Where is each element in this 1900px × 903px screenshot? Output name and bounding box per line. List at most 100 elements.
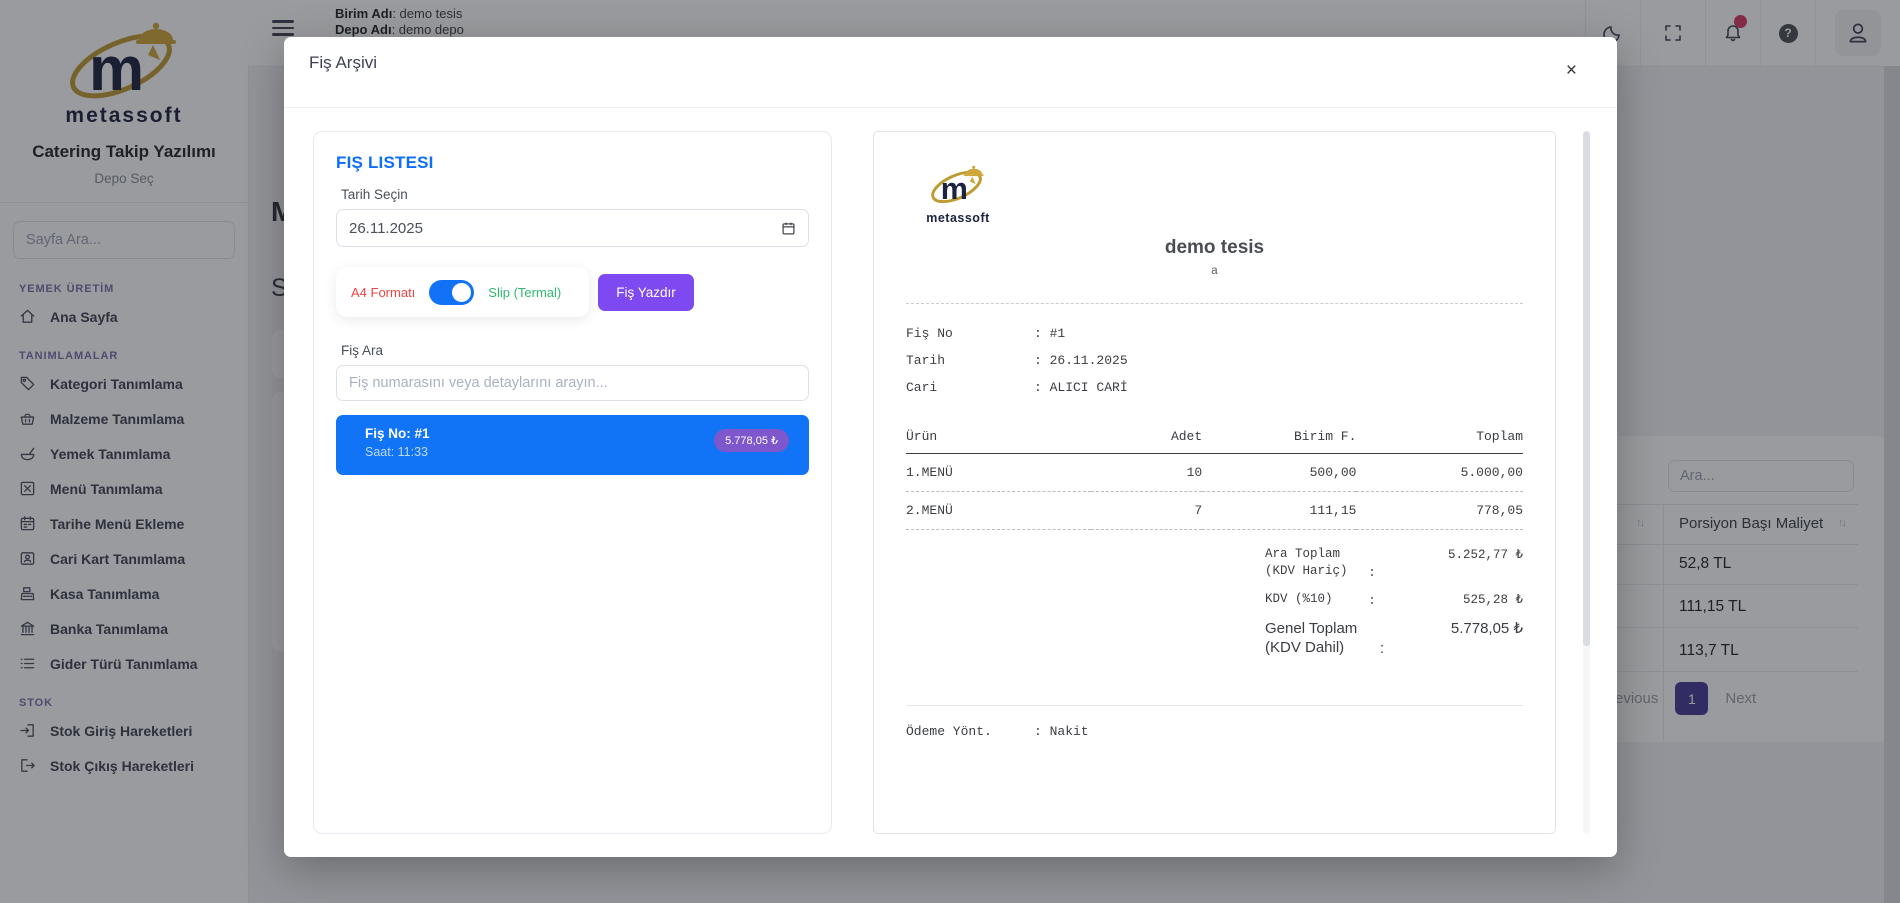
receipt-tarih-label: Tarih [906, 353, 946, 368]
page-subheading-partial: S [271, 274, 288, 302]
subtotal-row: Ara Toplam (KDV Hariç) : 5.252,77 ₺ [1265, 547, 1523, 580]
sort-icon[interactable]: ↑↓ [1636, 517, 1645, 529]
table-row: 113,7 TL [1679, 642, 1739, 659]
cash-register-icon [20, 587, 35, 601]
receipt-company: demo tesis [1164, 237, 1265, 258]
col-toplam: Toplam [1356, 423, 1523, 454]
sidebar-item-stok-cikis-hareketleri[interactable]: Stok Çıkış Hareketleri [0, 748, 248, 783]
depot-label: Depo Adı [335, 22, 392, 37]
profile-button[interactable] [1815, 0, 1900, 66]
depot-value: : demo depo [391, 22, 464, 37]
sidebar-item-menu-tanimlama[interactable]: Menü Tanımlama [0, 471, 248, 506]
fullscreen-icon [1665, 25, 1681, 41]
pagination-next[interactable]: Next [1725, 690, 1757, 707]
list-icon [20, 658, 35, 669]
fis-arsivi-modal: Fiş Arşivi × FIŞ LISTESI Tarih Seçin 26.… [284, 37, 1617, 857]
receipt-cari-value: : ALICI CARİ [1034, 380, 1128, 395]
close-icon[interactable]: × [1565, 60, 1577, 81]
app-title: Catering Takip Yazılımı [32, 142, 216, 161]
sidebar-item-kategori-tanimlama[interactable]: Kategori Tanımlama [0, 366, 248, 401]
section-yemek-uretim: YEMEK ÜRETİM [19, 283, 115, 295]
sidebar-item-cari-kart-tanimlama[interactable]: Cari Kart Tanımlama [0, 541, 248, 576]
modal-scrollbar[interactable] [1583, 131, 1590, 834]
table-row: 111,15 TL [1679, 598, 1747, 615]
sidebar-item-gider-turu-tanimlama[interactable]: Gider Türü Tanımlama [0, 646, 248, 681]
notification-badge [1734, 15, 1747, 28]
notifications-button[interactable] [1705, 0, 1760, 66]
fis-list-title: FIŞ LISTESI [336, 153, 434, 172]
unit-label: Birim Adı [335, 6, 393, 21]
fis-search-input[interactable] [336, 365, 809, 401]
receipt-row: 1.MENÜ 10 500,00 5.000,00 [906, 453, 1523, 492]
receipt-logo-word: metassoft [926, 211, 990, 225]
sidebar-item-ana-sayfa[interactable]: Ana Sayfa [0, 299, 248, 334]
sidebar-item-malzeme-tanimlama[interactable]: Malzeme Tanımlama [0, 401, 248, 436]
receipt-tarih-value: : 26.11.2025 [1034, 353, 1128, 368]
fullscreen-button[interactable] [1640, 0, 1705, 66]
metassoft-logo-icon: m [70, 22, 176, 104]
menu-toggle-icon[interactable] [272, 20, 294, 36]
home-icon [20, 309, 35, 323]
slip-format-label: Slip (Termal) [488, 284, 562, 300]
pagination-page-1[interactable]: 1 [1675, 682, 1709, 715]
sidebar-item-banka-tanimlama[interactable]: Banka Tanımlama [0, 611, 248, 646]
brand-logo: m metassoft [0, 0, 248, 128]
stock-in-icon [20, 724, 34, 737]
column-divider [1663, 504, 1664, 740]
cost-table-header: ↑↓ Porsiyon Başı Maliyet ↑↓ [1440, 504, 1858, 545]
calendar-icon[interactable] [781, 221, 796, 236]
print-format-row: A4 Formatı Slip (Termal) Fiş Yazdır [336, 267, 809, 317]
date-input[interactable]: 26.11.2025 [336, 209, 809, 247]
unit-info: Birim Adı: demo tesis Depo Adı: demo dep… [335, 6, 464, 38]
unit-value: : demo tesis [392, 6, 463, 21]
fis-number: Fiş No: #1 [365, 426, 430, 441]
fis-amount-badge: 5.778,05 ₺ [714, 429, 789, 452]
format-toggle-card: A4 Formatı Slip (Termal) [336, 267, 589, 317]
print-receipt-button[interactable]: Fiş Yazdır [598, 273, 694, 311]
date-label: Tarih Seçin [341, 187, 408, 202]
fis-list-panel: FIŞ LISTESI Tarih Seçin 26.11.2025 A4 Fo… [313, 131, 832, 834]
sidebar-item-kasa-tanimlama[interactable]: Kasa Tanımlama [0, 576, 248, 611]
table-search-input[interactable] [1668, 460, 1854, 492]
menu-board-icon [20, 481, 35, 496]
avatar [1835, 10, 1881, 56]
sidebar-item-tarihe-menu-ekleme[interactable]: Tarihe Menü Ekleme [0, 506, 248, 541]
help-button[interactable]: ? [1760, 0, 1815, 66]
calendar-icon [20, 516, 35, 531]
sidebar-search-input[interactable] [13, 221, 235, 259]
format-toggle[interactable] [429, 279, 475, 305]
payment-row: Ödeme Yönt. : Nakit [906, 724, 1523, 739]
bell-icon [1725, 25, 1741, 42]
metassoft-logo-icon: m [931, 165, 984, 206]
svg-text:m: m [89, 35, 144, 104]
sort-icon[interactable]: ↑↓ [1838, 517, 1847, 529]
scrollbar-thumb[interactable] [1583, 131, 1590, 646]
sidebar-item-stok-giris-hareketleri[interactable]: Stok Giriş Hareketleri [0, 713, 248, 748]
modal-title: Fiş Arşivi [309, 53, 377, 72]
food-bowl-icon [20, 447, 35, 461]
col-urun: Ürün [906, 423, 1092, 454]
page-scroll-area[interactable] [1884, 66, 1900, 903]
svg-text:m: m [941, 172, 968, 206]
receipt-info: Fiş No: #1 Tarih: 26.11.2025 Cari: ALICI… [906, 320, 1523, 401]
receipt-preview: m metassoft demo tesis a Fiş No: #1 Tari… [873, 131, 1556, 834]
payment-value: : Nakit [1034, 724, 1089, 739]
basket-icon [20, 413, 35, 425]
fis-list-item-selected[interactable]: Fiş No: #1 Saat: 11:33 5.778,05 ₺ [336, 415, 809, 475]
col-birim-f: Birim F. [1202, 423, 1357, 454]
brand-logo-word: metassoft [65, 104, 183, 127]
receipt-table: Ürün Adet Birim F. Toplam 1.MENÜ 10 500,… [906, 423, 1523, 530]
fis-search-label: Fiş Ara [341, 343, 384, 358]
tag-icon [20, 376, 35, 391]
receipt-row: 2.MENÜ 7 111,15 778,05 [906, 491, 1523, 530]
stock-out-icon [21, 759, 35, 772]
receipt-totals: Ara Toplam (KDV Hariç) : 5.252,77 ₺ KDV … [1265, 546, 1523, 657]
column-porsiyon-basi-maliyet[interactable]: Porsiyon Başı Maliyet [1679, 515, 1824, 532]
question-icon: ? [1778, 23, 1798, 43]
depot-select[interactable]: Depo Seç [0, 171, 248, 203]
id-card-icon [20, 552, 35, 565]
a4-format-label: A4 Formatı [351, 284, 416, 300]
sidebar-item-yemek-tanimlama[interactable]: Yemek Tanımlama [0, 436, 248, 471]
receipt-fisno-label: Fiş No [906, 326, 953, 341]
